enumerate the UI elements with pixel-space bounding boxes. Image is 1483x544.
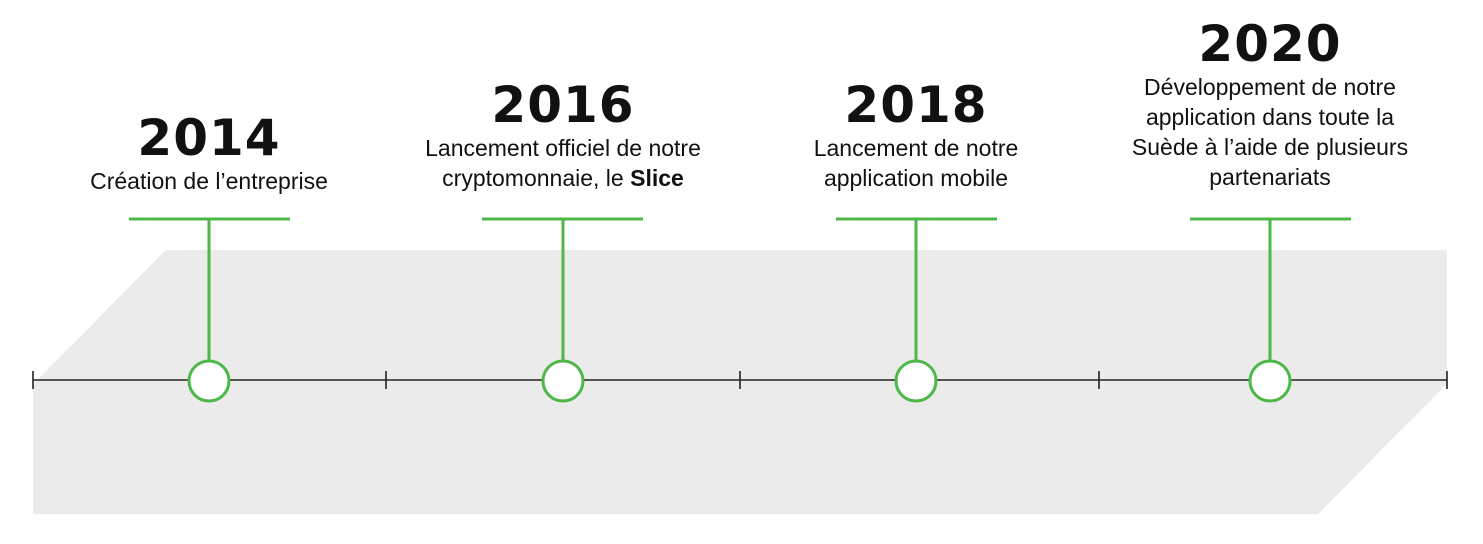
milestone-node-2020 (1248, 359, 1292, 403)
milestone-node-2018 (894, 359, 938, 403)
description-line: Développement de notre (1144, 74, 1396, 100)
milestone-description: Lancement de notre application mobile (736, 133, 1096, 193)
milestone-2018: 2018 Lancement de notre application mobi… (736, 77, 1096, 193)
description-line: partenariats (1209, 164, 1331, 190)
description-line: Lancement de notre (813, 135, 1019, 161)
milestone-description: Création de l’entreprise (90, 168, 328, 194)
milestone-2014: 2014 Création de l’entreprise (29, 110, 389, 196)
milestone-year: 2016 (491, 76, 635, 134)
milestone-2020: 2020 Développement de notre application … (1080, 16, 1460, 192)
description-line: application dans toute la (1145, 104, 1395, 130)
milestone-year: 2014 (137, 109, 281, 167)
description-line: cryptomonnaie, le (442, 165, 631, 191)
milestone-node-2016 (541, 359, 585, 403)
milestone-node-2014 (187, 359, 231, 403)
milestone-year: 2020 (1198, 15, 1342, 73)
product-name: Slice (630, 165, 684, 191)
description-line: Lancement officiel de notre (425, 135, 701, 161)
milestone-2016: 2016 Lancement officiel de notre cryptom… (363, 77, 763, 193)
milestone-description: Développement de notre application dans … (1080, 72, 1460, 192)
description-line: Suède à l’aide de plusieurs (1131, 134, 1409, 160)
milestone-year: 2018 (844, 76, 988, 134)
description-line: application mobile (823, 165, 1009, 191)
milestone-description: Lancement officiel de notre cryptomonnai… (363, 133, 763, 193)
